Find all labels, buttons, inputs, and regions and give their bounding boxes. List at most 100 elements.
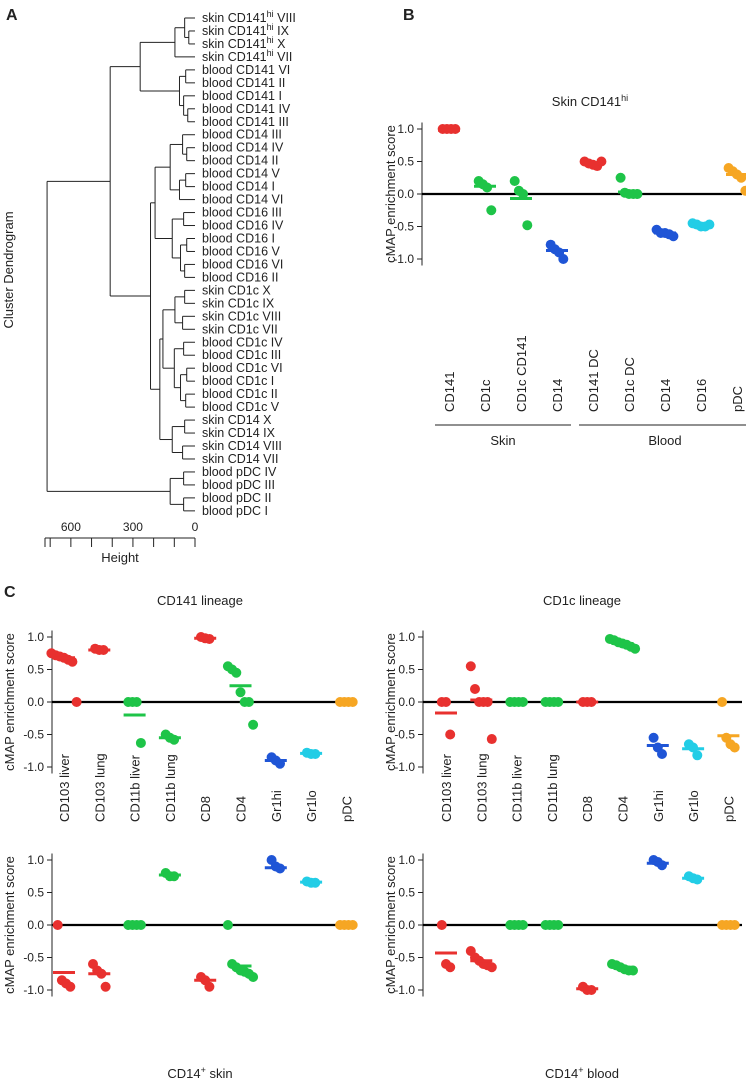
y-tick-label: -1.0 xyxy=(394,983,415,997)
data-point xyxy=(692,750,703,761)
y-tick-label: 0.5 xyxy=(397,155,414,169)
data-point xyxy=(596,156,607,167)
leaf-label-text: blood pDC II xyxy=(202,491,271,505)
leaf-label-text: blood CD16 I xyxy=(202,231,275,245)
y-tick-label: -0.5 xyxy=(23,728,44,742)
y-tick-label: -0.5 xyxy=(393,220,414,234)
leaf-label-text: blood CD16 II xyxy=(202,270,278,284)
data-point xyxy=(135,737,146,748)
leaf-label: blood CD16 VI xyxy=(202,257,283,271)
category-label: CD103 liver xyxy=(57,753,72,822)
chart-title: CD1c lineage xyxy=(543,593,621,608)
category-label: CD8 xyxy=(198,796,213,822)
leaf-label-text: blood CD141 III xyxy=(202,115,289,129)
leaf-label-text: blood CD141 VI xyxy=(202,63,290,77)
leaf-label: skin CD141hi IX xyxy=(202,22,290,38)
leaf-label: skin CD1c VII xyxy=(202,322,278,336)
leaf-label-text: blood CD14 III xyxy=(202,128,282,142)
leaf-label-text: blood CD16 IV xyxy=(202,219,284,233)
y-tick-label: 0.5 xyxy=(398,886,415,900)
chart-title: CD14+ blood xyxy=(545,1065,619,1081)
category-label: CD141 xyxy=(442,372,457,412)
leaf-label-suffix: VIII xyxy=(274,11,296,25)
data-point xyxy=(204,981,215,992)
data-point xyxy=(522,220,533,231)
leaf-label-text: blood CD14 V xyxy=(202,167,280,181)
y-tick-label: 0.0 xyxy=(27,918,44,932)
leaf-label-suffix: IX xyxy=(274,24,290,38)
category-label: CD103 lung xyxy=(474,753,489,822)
leaf-label-text: blood pDC I xyxy=(202,504,268,518)
data-point xyxy=(248,972,259,982)
leaf-label: skin CD1c IX xyxy=(202,296,275,310)
leaf-label-text: blood pDC III xyxy=(202,478,275,492)
chart-title-text: CD14 xyxy=(167,1066,200,1081)
leaf-label: blood CD1c I xyxy=(202,374,274,388)
category-label: CD16 xyxy=(694,379,709,412)
data-point xyxy=(243,697,254,707)
leaf-label: blood pDC IV xyxy=(202,465,277,479)
chart-title-text: Skin CD141 xyxy=(552,94,621,109)
category-label: CD11b liver xyxy=(510,754,525,822)
y-tick-label: 0.0 xyxy=(27,695,44,709)
data-point xyxy=(65,981,76,992)
category-label: CD8 xyxy=(580,796,595,822)
leaf-label: blood CD16 II xyxy=(202,270,278,284)
y-tick-label: 1.0 xyxy=(398,630,415,644)
leaf-label-sup: hi xyxy=(267,48,274,58)
data-point xyxy=(436,920,447,930)
y-axis-label: cMAP enrichment score xyxy=(2,856,17,994)
data-point xyxy=(518,189,529,199)
y-tick-label: 0.5 xyxy=(27,663,44,677)
leaf-label-text: blood CD14 IV xyxy=(202,141,284,155)
y-tick-label: 1.0 xyxy=(398,853,415,867)
data-point xyxy=(648,732,659,743)
leaf-label: blood CD1c IV xyxy=(202,335,283,349)
leaf-label: blood CD16 V xyxy=(202,244,280,258)
leaf-label-text: blood CD1c V xyxy=(202,400,280,414)
leaf-label: blood pDC I xyxy=(202,504,268,518)
y-tick-label: 1.0 xyxy=(27,853,44,867)
height-tick-label: 300 xyxy=(123,520,143,534)
category-label: pDC xyxy=(339,796,354,822)
leaf-label-text: blood CD14 I xyxy=(202,180,275,194)
leaf-label-text: skin CD141 xyxy=(202,24,267,38)
data-point xyxy=(657,749,667,759)
data-point xyxy=(100,981,111,992)
category-label: CD1c xyxy=(478,379,493,412)
data-point xyxy=(486,205,497,216)
leaf-label: skin CD14 VII xyxy=(202,452,278,466)
leaf-label-text: skin CD1c X xyxy=(202,283,271,297)
group-label: Blood xyxy=(648,433,681,448)
chart-title-sup: hi xyxy=(621,93,628,103)
leaf-label: blood CD1c VI xyxy=(202,361,283,375)
data-point xyxy=(717,697,728,707)
leaf-label-sup: hi xyxy=(267,22,274,32)
leaf-label-text: blood CD14 VI xyxy=(202,193,283,207)
category-label: CD4 xyxy=(616,796,631,822)
chart-title: Skin CD141hi xyxy=(552,93,628,109)
chart-title-suffix: blood xyxy=(584,1066,619,1081)
leaf-label: skin CD1c X xyxy=(202,283,271,297)
leaf-label-text: blood CD141 IV xyxy=(202,102,291,116)
leaf-label-text: skin CD141 xyxy=(202,11,267,25)
data-point xyxy=(248,719,259,730)
category-label: pDC xyxy=(730,386,745,412)
height-tick-label: 600 xyxy=(61,520,81,534)
leaf-label-text: blood CD1c IV xyxy=(202,335,283,349)
y-tick-label: 1.0 xyxy=(397,122,414,136)
group-label: Skin xyxy=(490,433,515,448)
data-point xyxy=(52,920,63,930)
category-label: CD1c DC xyxy=(622,357,637,412)
data-point xyxy=(630,643,641,654)
leaf-label-text: blood CD16 V xyxy=(202,244,280,258)
leaf-label: blood CD1c II xyxy=(202,387,278,401)
leaf-label-text: blood CD141 I xyxy=(202,89,282,103)
y-axis-label: cMAP enrichment score xyxy=(383,633,398,771)
category-label: CD14 xyxy=(550,379,565,412)
category-label: CD103 lung xyxy=(92,753,107,822)
leaf-label-text: blood CD16 III xyxy=(202,206,282,220)
leaf-label: blood CD16 IV xyxy=(202,219,284,233)
data-point xyxy=(71,697,82,707)
